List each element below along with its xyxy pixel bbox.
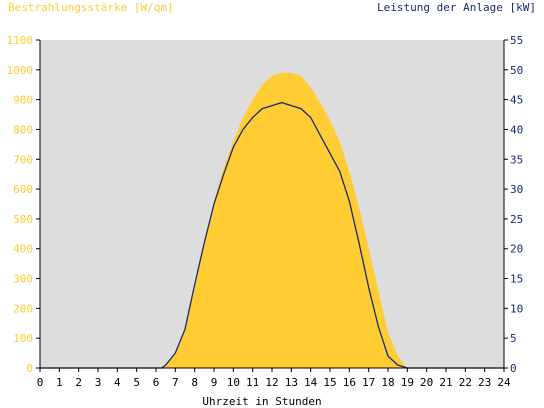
x-tick-label: 11: [246, 376, 259, 389]
x-tick-label: 9: [211, 376, 218, 389]
x-tick-label: 17: [362, 376, 375, 389]
right-tick-label: 30: [510, 183, 523, 196]
x-tick-label: 2: [75, 376, 82, 389]
left-tick-label: 500: [13, 213, 33, 226]
x-tick-label: 21: [439, 376, 452, 389]
left-axis-tick-labels: 0 100 200 300 400 500 600 700 800 900 1000 1100: [7, 34, 34, 375]
right-tick-label: 0: [510, 362, 517, 375]
right-tick-label: 25: [510, 213, 523, 226]
irradiance-area-path: [40, 72, 504, 369]
left-tick-label: 900: [13, 94, 33, 107]
x-tick-label: 24: [497, 376, 511, 389]
left-tick-label: 1100: [7, 34, 34, 47]
right-tick-label: 55: [510, 34, 523, 47]
x-tick-label: 0: [37, 376, 44, 389]
right-tick-label: 15: [510, 273, 523, 286]
right-tick-label: 45: [510, 94, 523, 107]
x-tick-label: 20: [420, 376, 433, 389]
left-tick-label: 200: [13, 302, 33, 315]
x-tick-label: 10: [227, 376, 240, 389]
right-axis-title: Leistung der Anlage [kW]: [377, 1, 536, 14]
right-tick-label: 5: [510, 332, 517, 345]
x-tick-label: 15: [323, 376, 336, 389]
x-tick-label: 8: [191, 376, 198, 389]
x-tick-label: 3: [95, 376, 102, 389]
left-tick-label: 600: [13, 183, 33, 196]
x-tick-label: 13: [285, 376, 298, 389]
right-tick-label: 20: [510, 243, 523, 256]
left-tick-label: 800: [13, 123, 33, 136]
irradiance-area: [40, 72, 504, 369]
x-tick-label: 5: [133, 376, 140, 389]
right-tick-label: 50: [510, 64, 523, 77]
x-tick-label: 4: [114, 376, 121, 389]
axes: [36, 39, 508, 372]
left-tick-label: 1000: [7, 64, 34, 77]
left-tick-label: 300: [13, 273, 33, 286]
x-tick-label: 14: [304, 376, 318, 389]
x-tick-label: 1: [56, 376, 63, 389]
x-tick-label: 16: [343, 376, 356, 389]
right-tick-label: 10: [510, 302, 523, 315]
right-tick-label: 40: [510, 123, 523, 136]
power-line-path: [40, 101, 504, 369]
left-tick-label: 400: [13, 243, 33, 256]
right-tick-label: 35: [510, 153, 523, 166]
x-axis-title: Uhrzeit in Stunden: [202, 395, 321, 408]
left-tick-label: 0: [26, 362, 33, 375]
x-tick-label: 7: [172, 376, 179, 389]
x-tick-label: 22: [459, 376, 472, 389]
right-axis-tick-labels: 0 5 10 15 20 25 30 35 40 45 50 55: [510, 34, 523, 375]
x-tick-label: 19: [401, 376, 414, 389]
x-tick-label: 12: [265, 376, 278, 389]
power-line: [40, 101, 504, 369]
left-tick-label: 100: [13, 332, 33, 345]
left-tick-label: 700: [13, 153, 33, 166]
x-axis-tick-labels: 0 1 2 3 4 5 6 7 8 9 10 11 12 13 14 15 16 17 18 19 20 21 22 23 24: [37, 376, 511, 389]
x-tick-label: 6: [153, 376, 160, 389]
x-tick-label: 23: [478, 376, 491, 389]
left-axis-title: Bestrahlungsstärke [W/qm]: [8, 1, 174, 14]
x-tick-label: 18: [381, 376, 394, 389]
